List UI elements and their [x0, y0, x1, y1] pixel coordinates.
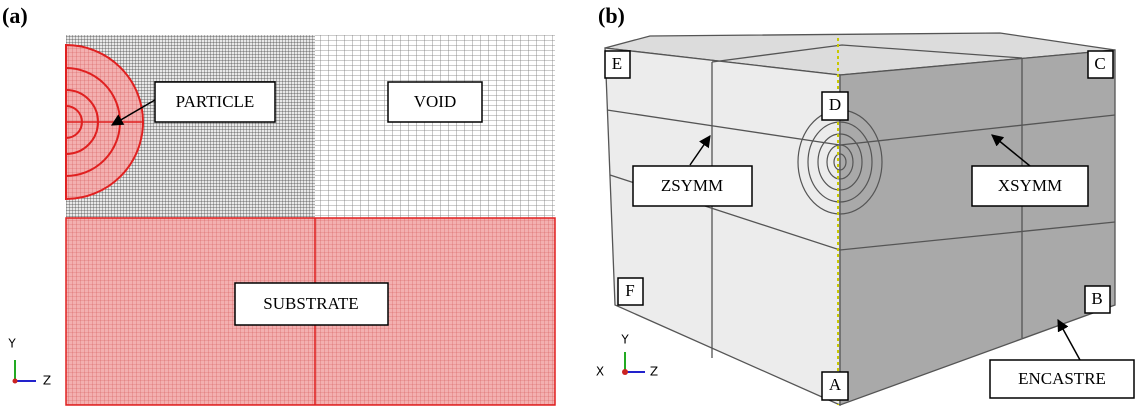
axis-label: X [596, 365, 604, 379]
callout: VOID [414, 92, 457, 111]
left-face [605, 48, 840, 405]
callout: ENCASTRE [1018, 369, 1106, 388]
point-label: C [1094, 54, 1105, 73]
point-label: D [829, 95, 841, 114]
point-label: F [625, 281, 634, 300]
axis-triad: Y X Z [596, 333, 658, 379]
axis-label: Z [43, 374, 51, 388]
point-label: B [1091, 289, 1102, 308]
axis-label: Z [650, 365, 658, 379]
right-face [840, 50, 1115, 405]
callout: XSYMM [998, 176, 1062, 195]
callout: ZSYMM [661, 176, 723, 195]
figure: (a) PARTICLE VOID SUBSTRATE Y Z (b) E [0, 0, 1136, 408]
page: {"panel_a": {"label": "(a)", "callouts":… [0, 0, 1136, 408]
mesh-void [315, 35, 555, 218]
axis-label: Y [7, 337, 16, 351]
axis-label: Y [620, 333, 629, 347]
axis-triad: Y Z [7, 337, 51, 388]
arrow [1058, 320, 1080, 360]
callout: PARTICLE [176, 92, 255, 111]
point-label: E [612, 54, 622, 73]
point-label: A [829, 375, 842, 394]
callout: SUBSTRATE [263, 294, 358, 313]
panel-label: (a) [2, 3, 28, 28]
panel-label: (b) [598, 3, 625, 28]
